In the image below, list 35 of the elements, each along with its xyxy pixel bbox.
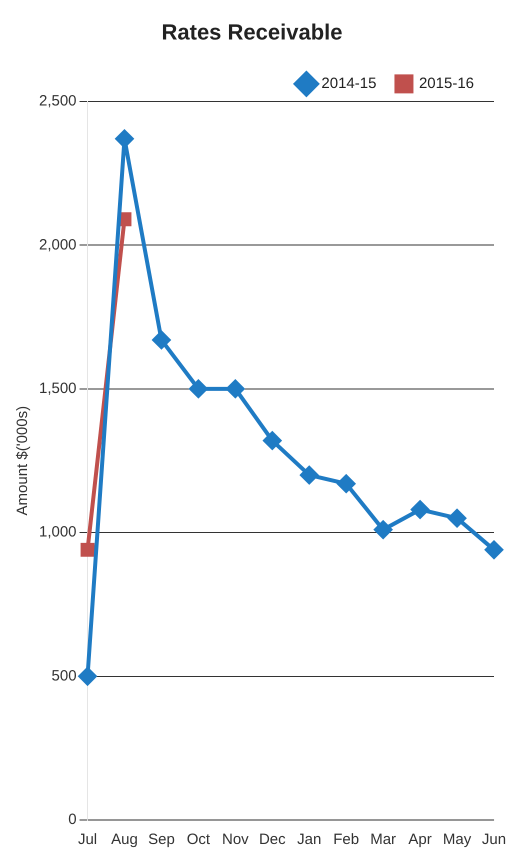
- x-tick-label: Sep: [148, 831, 175, 848]
- y-tick-label: 2,000: [38, 236, 77, 254]
- x-tick-label: Jun: [482, 831, 506, 848]
- point: [411, 500, 430, 519]
- x-tick-label: Mar: [370, 831, 396, 848]
- point: [337, 474, 356, 493]
- y-tick-label: 1,500: [38, 380, 77, 397]
- point: [485, 540, 503, 559]
- point: [300, 466, 318, 484]
- x-tick-label: Aug: [111, 831, 138, 848]
- y-tick-label: 0: [68, 811, 77, 828]
- point: [374, 520, 392, 539]
- x-tick-label: May: [442, 831, 472, 848]
- point: [263, 432, 282, 450]
- x-tick-label: Dec: [258, 831, 286, 848]
- point: [115, 130, 134, 148]
- x-tick-label: Oct: [186, 831, 211, 848]
- y-tick-label: 500: [52, 667, 77, 684]
- x-tick-label: Nov: [222, 831, 250, 848]
- x-tick-label: Apr: [408, 831, 432, 848]
- x-tick-label: Jan: [297, 831, 322, 848]
- y-tick-label: 2,500: [38, 92, 77, 110]
- chart-title: Rates Receivable: [162, 19, 342, 44]
- point: [152, 330, 170, 349]
- x-tick-label: Jul: [78, 831, 98, 848]
- point: [448, 509, 466, 528]
- x-tick-label: Feb: [333, 831, 360, 848]
- point: [189, 380, 208, 398]
- legend-label: 2015-16: [418, 75, 474, 92]
- legend-label: 2014-15: [321, 75, 376, 92]
- y-tick-label: 1,000: [38, 524, 77, 541]
- point: [78, 667, 97, 686]
- point: [80, 542, 94, 557]
- y-axis-title: Amount $('000s): [14, 406, 32, 516]
- point: [226, 380, 244, 398]
